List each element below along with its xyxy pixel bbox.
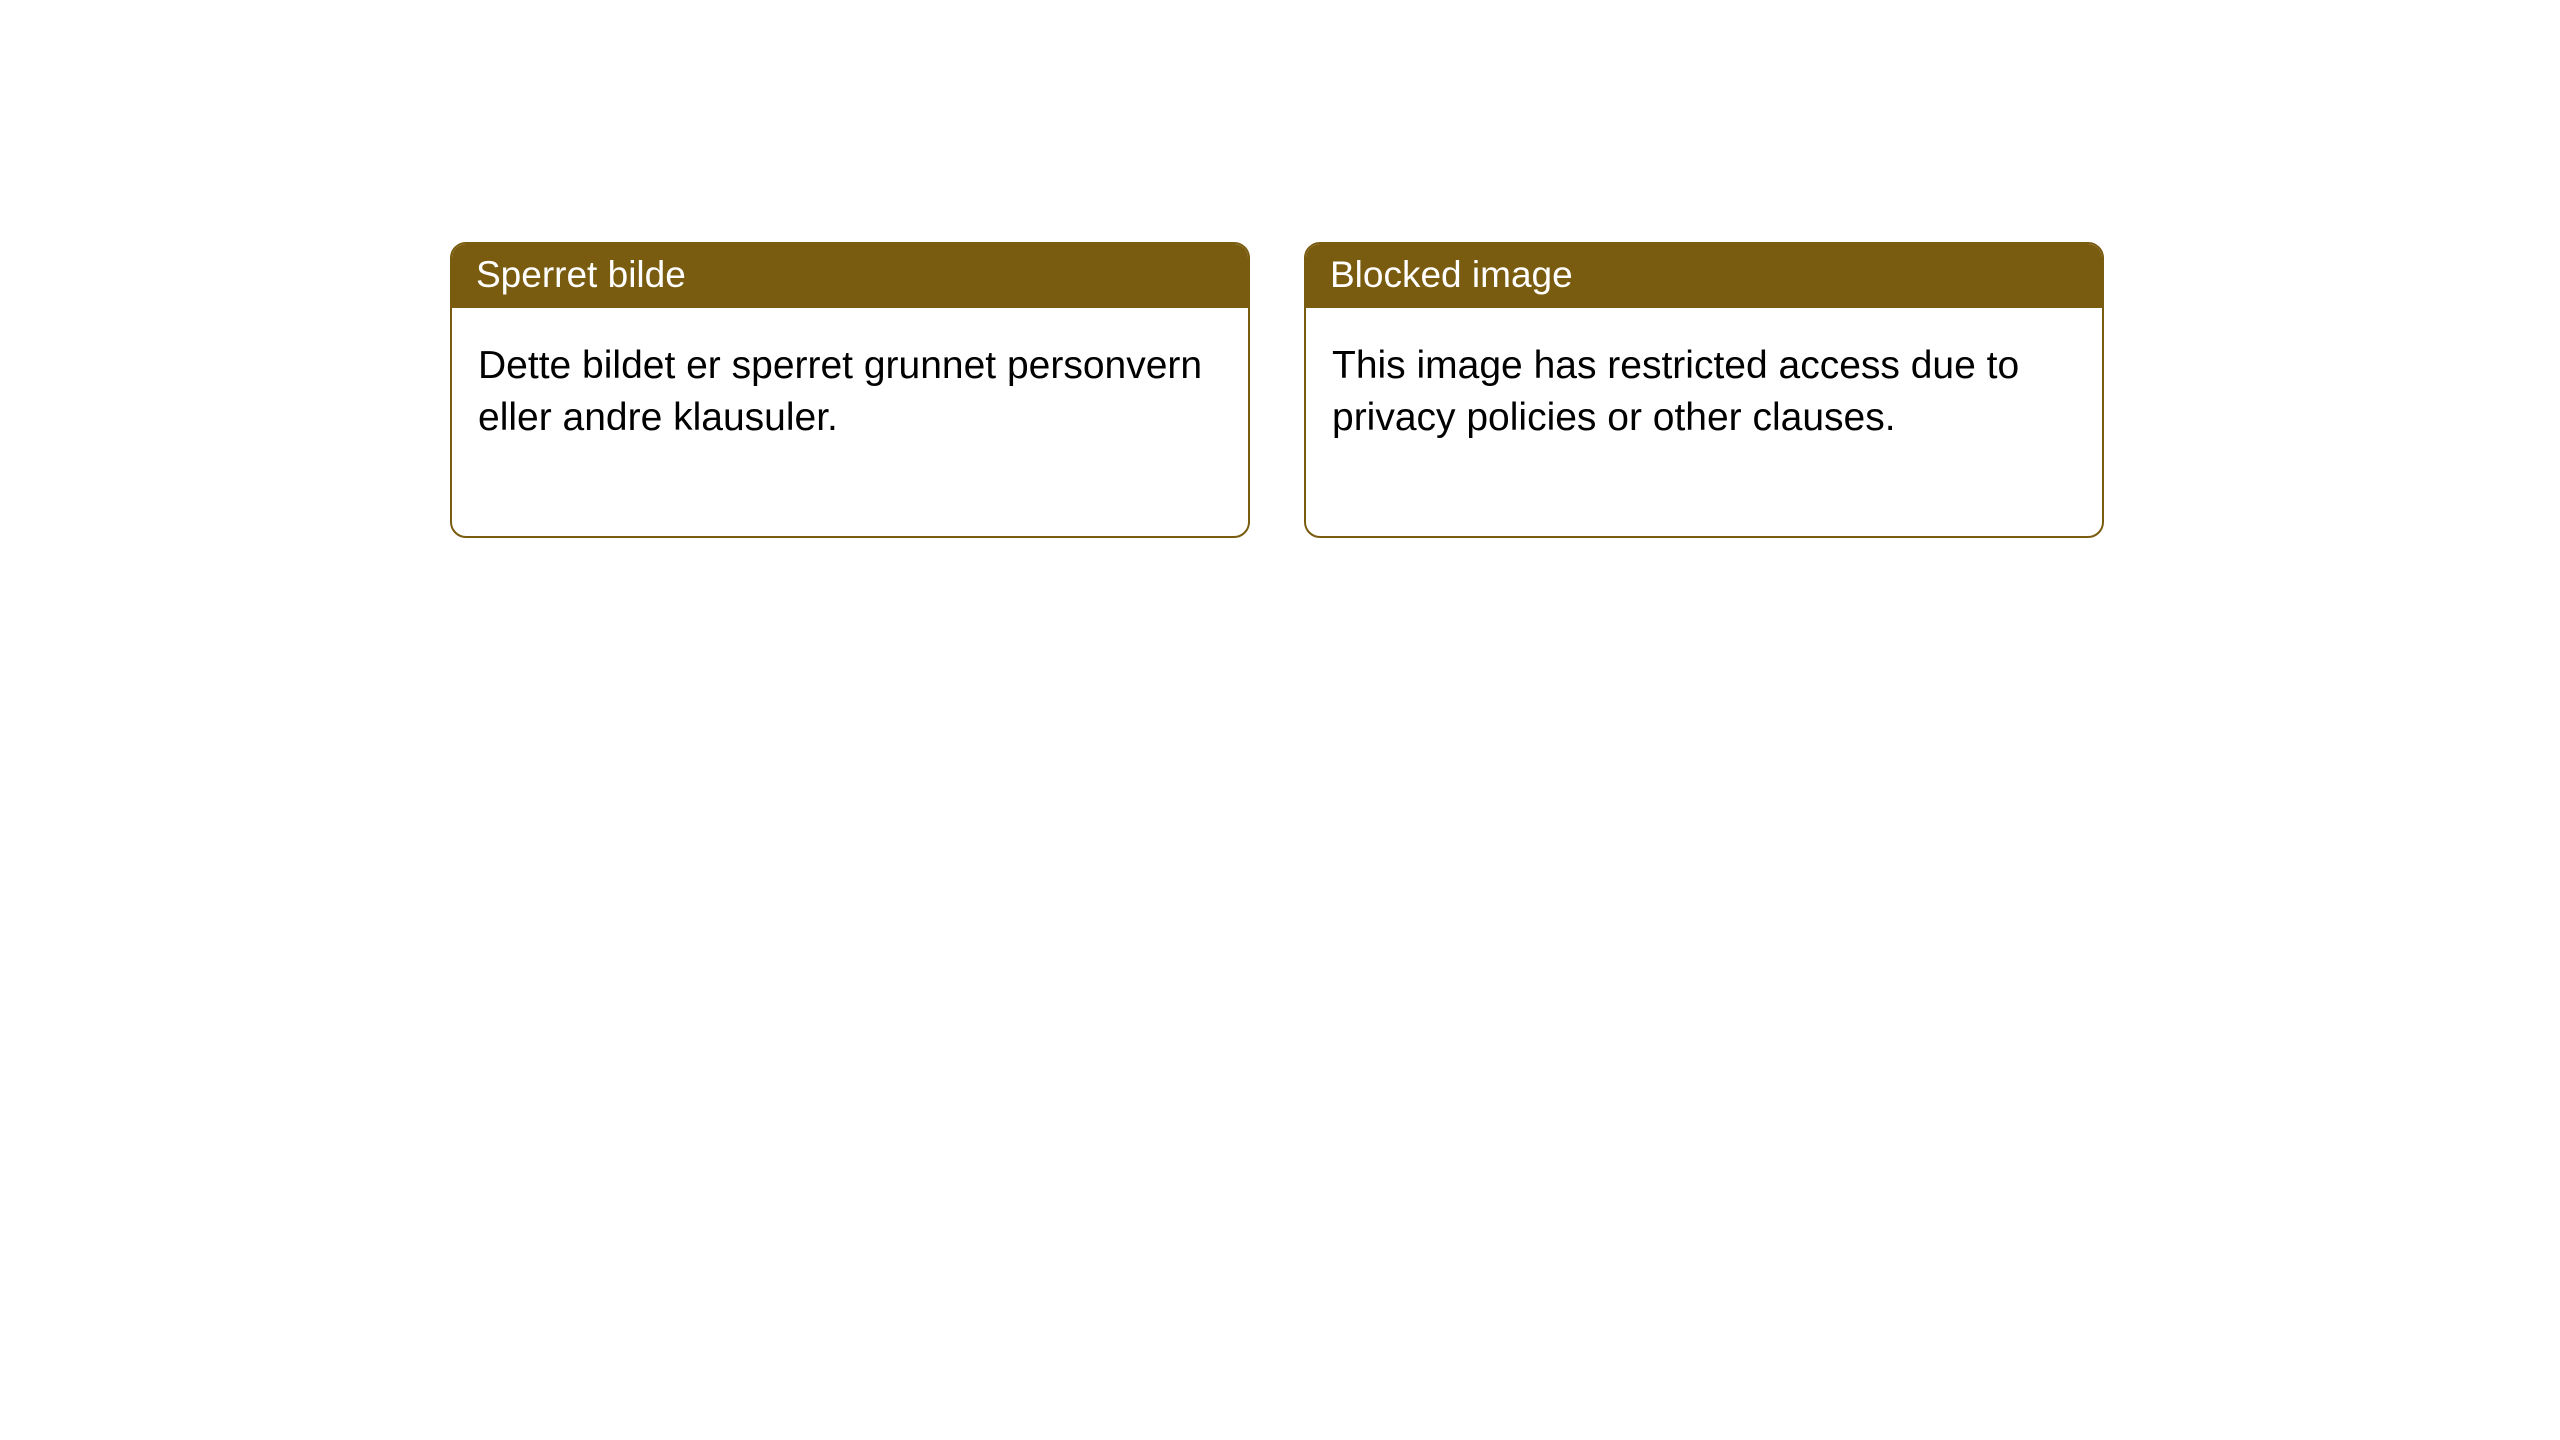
card-message-no: Dette bildet er sperret grunnet personve… <box>478 344 1202 439</box>
card-header-en: Blocked image <box>1306 244 2102 308</box>
card-title-en: Blocked image <box>1330 254 1573 295</box>
card-header-no: Sperret bilde <box>452 244 1248 308</box>
card-body-en: This image has restricted access due to … <box>1306 308 2102 536</box>
card-message-en: This image has restricted access due to … <box>1332 344 2019 439</box>
blocked-image-card-en: Blocked image This image has restricted … <box>1304 242 2104 538</box>
card-body-no: Dette bildet er sperret grunnet personve… <box>452 308 1248 536</box>
blocked-image-card-no: Sperret bilde Dette bildet er sperret gr… <box>450 242 1250 538</box>
cards-container: Sperret bilde Dette bildet er sperret gr… <box>0 0 2560 538</box>
card-title-no: Sperret bilde <box>476 254 686 295</box>
